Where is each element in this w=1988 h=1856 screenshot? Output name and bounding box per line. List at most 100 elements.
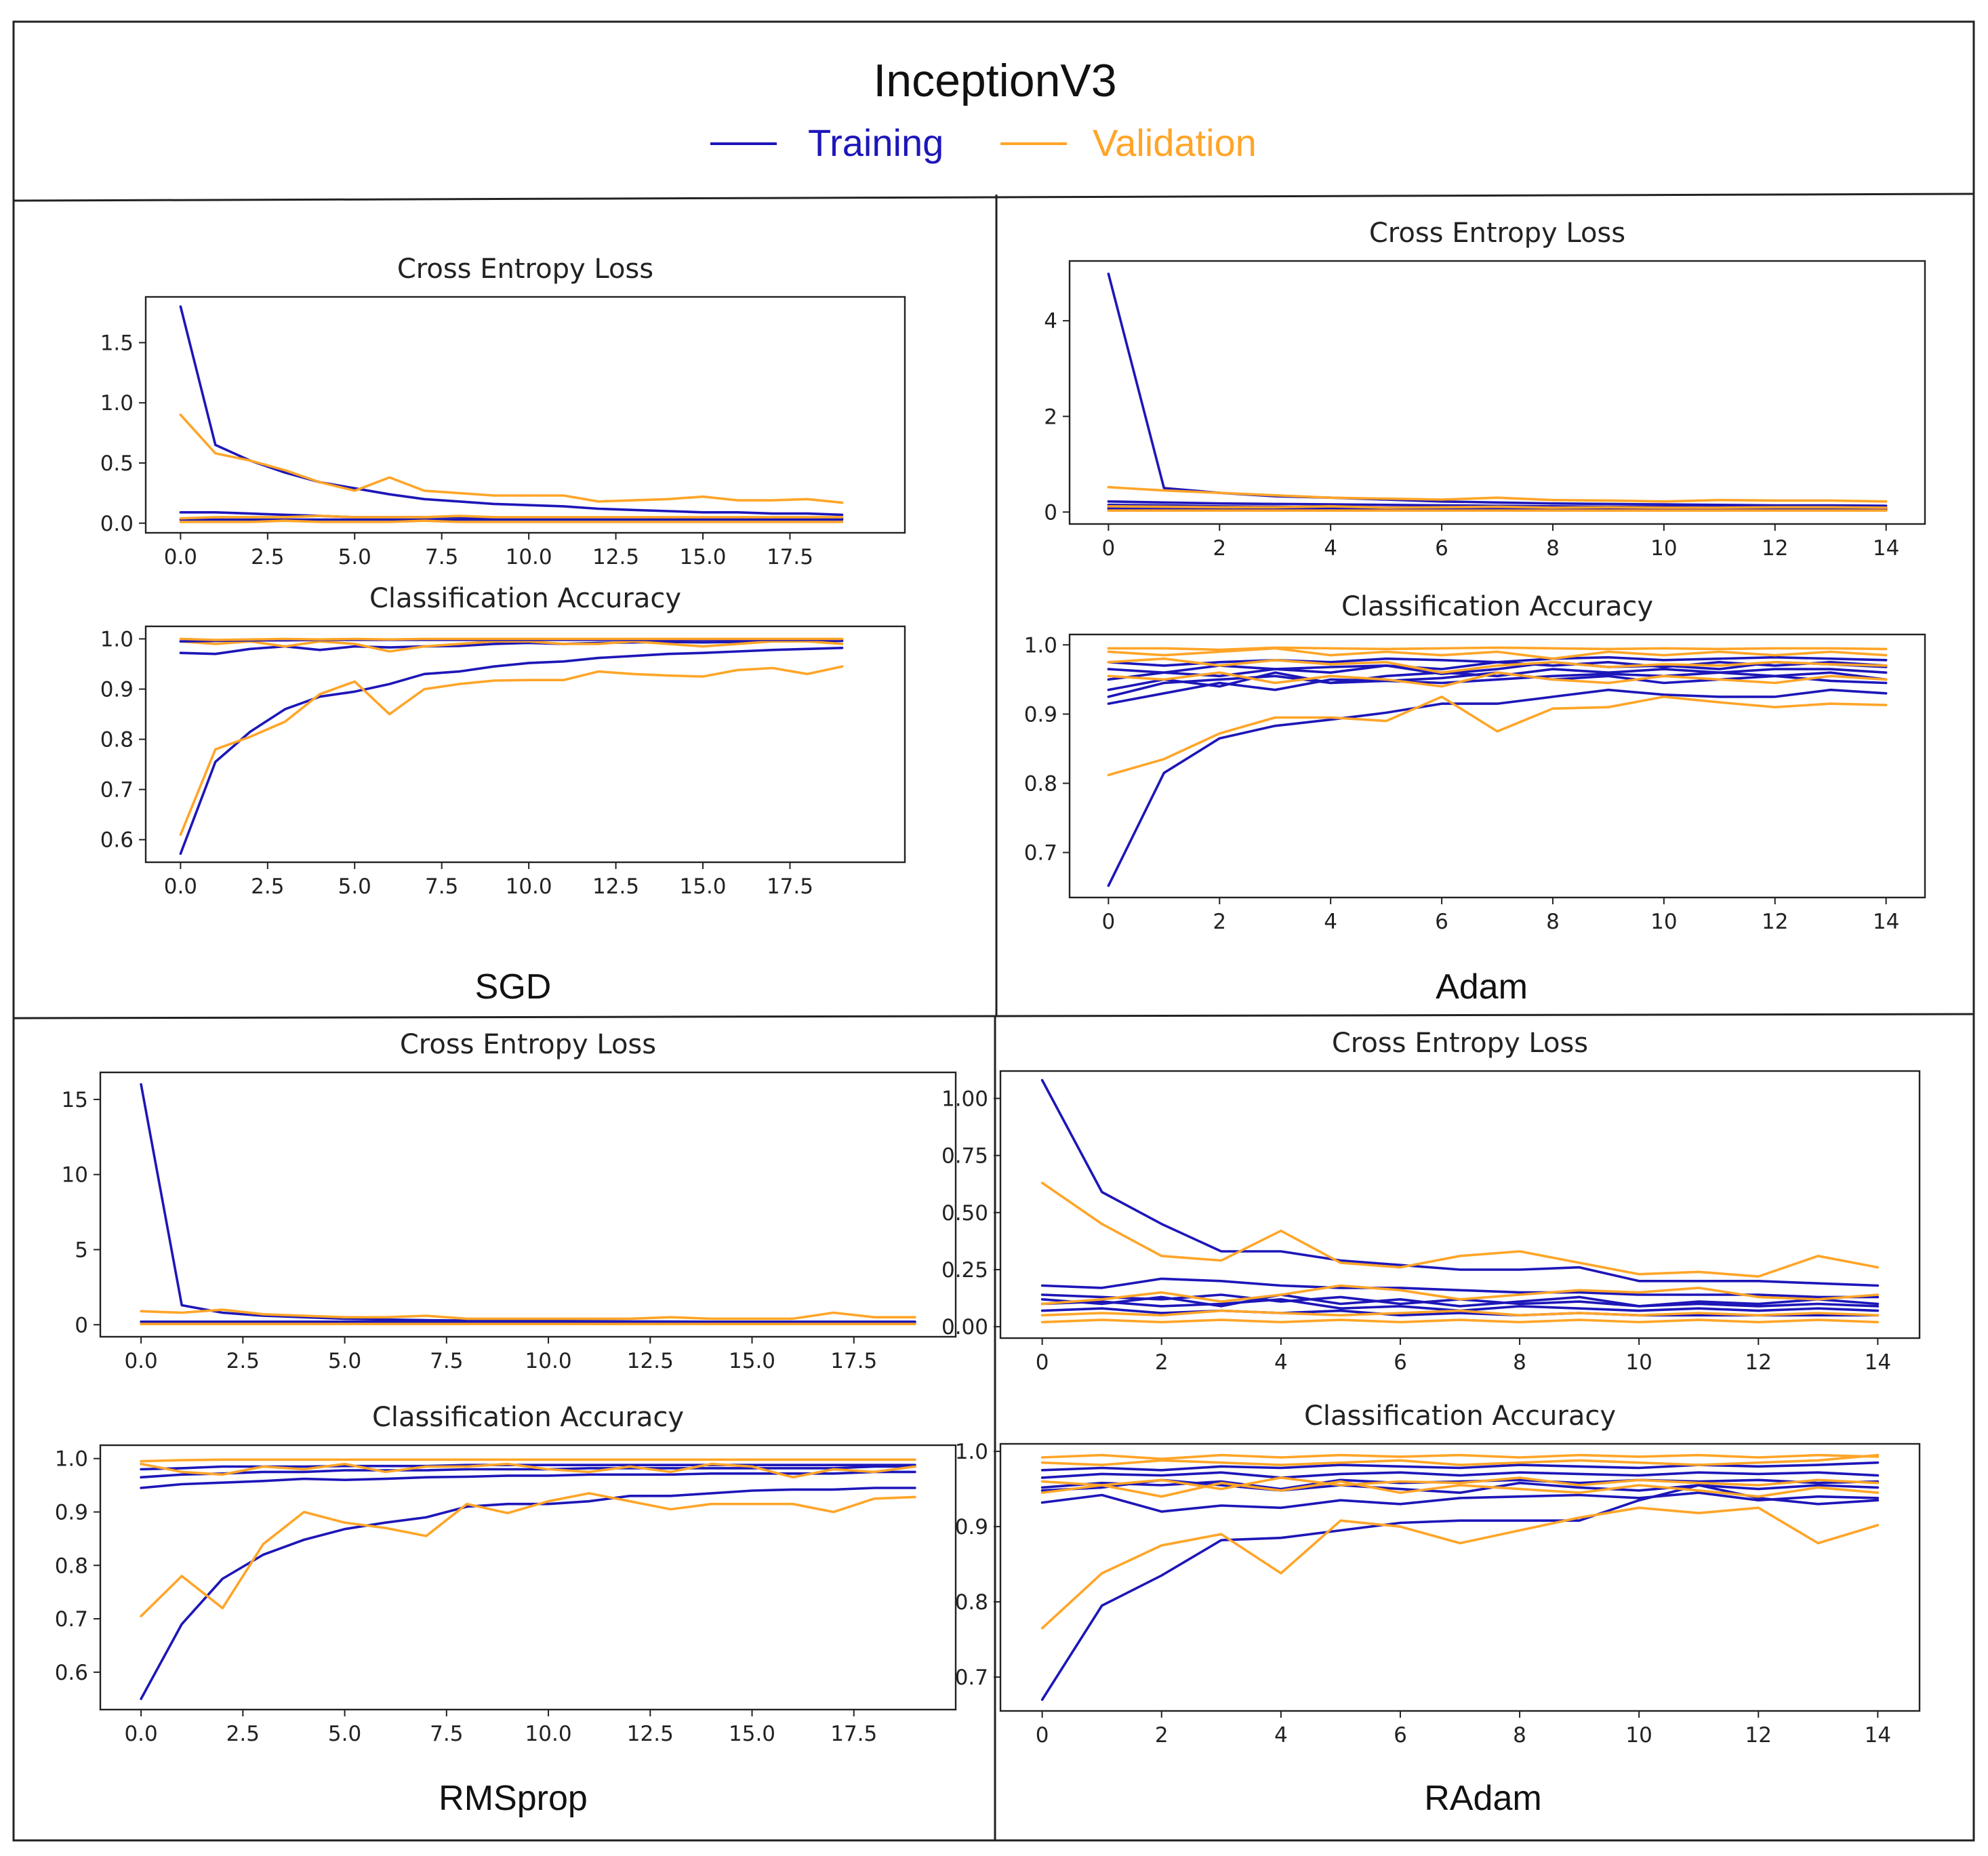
radam-accuracy-plot-frame	[999, 1443, 1921, 1712]
sgd-loss-xtick-label: 0.0	[164, 545, 197, 569]
radam-loss-series-group	[1040, 1078, 1880, 1324]
sgd-loss-xtick-label: 10.0	[506, 545, 552, 569]
sgd-loss-xtick-label: 5.0	[338, 545, 371, 569]
adam-loss-training-series-0	[1107, 273, 1888, 508]
radam-loss-xtick-label: 12	[1745, 1350, 1772, 1375]
sgd-accuracy-ytick-label: 0.6	[100, 828, 134, 853]
adam-accuracy-series-group	[1107, 646, 1888, 887]
adam-loss-plot-frame	[1068, 260, 1926, 525]
adam-accuracy-training-series-3	[1107, 668, 1888, 691]
radam-accuracy-training-series-5	[1040, 1461, 1880, 1472]
legend-training-label: Training	[808, 121, 944, 164]
frame	[12, 20, 1975, 1842]
rmsprop-accuracy-training-series-3	[140, 1465, 916, 1479]
rmsprop-loss-title: Cross Entropy Loss	[400, 1029, 656, 1060]
rmsprop-accuracy-plot-frame	[99, 1444, 957, 1711]
rmsprop-accuracy-ytick-label: 0.6	[55, 1661, 88, 1685]
outer-border	[12, 20, 1975, 1842]
radam-accuracy-xtick-label: 2	[1155, 1723, 1169, 1748]
radam-accuracy-ytick-label: 0.7	[955, 1666, 988, 1690]
sgd-accuracy-xtick-label: 0.0	[164, 874, 197, 899]
radam-loss-xtick-label: 8	[1513, 1350, 1526, 1375]
sgd-loss-xtick-label: 15.0	[680, 545, 727, 569]
rmsprop-loss-xtick-label: 5.0	[328, 1349, 361, 1373]
radam-accuracy-series-group	[1040, 1453, 1880, 1701]
adam-loss-xtick-label: 8	[1546, 536, 1560, 561]
radam-loss-xtick-label: 6	[1394, 1350, 1407, 1375]
sgd-accuracy-training-series-0	[179, 646, 844, 855]
sgd-accuracy-panel: Classification Accuracy 0.0 2.5 5.0 7.5 10.0 1…	[100, 583, 906, 899]
sgd-accuracy-xtick-label: 12.5	[592, 874, 639, 899]
adam-loss-series-group	[1107, 273, 1888, 512]
adam-loss-ytick-label: 0	[1044, 500, 1057, 525]
adam-loss-ytick-label: 4	[1044, 309, 1057, 334]
figure-title: InceptionV3	[873, 55, 1116, 106]
adam-accuracy-xtick-label: 14	[1873, 910, 1899, 934]
adam-accuracy-xtick-label: 6	[1435, 910, 1448, 934]
sgd-loss-xtick-label: 17.5	[767, 545, 813, 569]
adam-loss-xtick-label: 12	[1762, 536, 1788, 561]
rmsprop-loss-ytick-label: 0	[75, 1313, 88, 1337]
sgd-loss-ytick-label: 0.0	[100, 512, 134, 536]
radam-loss-xtick-label: 4	[1274, 1350, 1288, 1375]
rmsprop-loss-xtick-label: 12.5	[627, 1349, 674, 1373]
rmsprop-accuracy-validation-series-1	[140, 1492, 916, 1617]
sgd-accuracy-validation-series-1	[179, 665, 844, 836]
radam-accuracy-training-series-4	[1040, 1471, 1880, 1479]
radam-loss-validation-series-7	[1040, 1309, 1880, 1317]
radam-loss-validation-series-9	[1040, 1284, 1880, 1306]
rmsprop-accuracy-xtick-label: 0.0	[124, 1722, 157, 1746]
rmsprop-accuracy-panel: Classification Accuracy 0.0 2.5 5.0 7.5 10.0 1…	[55, 1402, 957, 1746]
rmsprop-loss-ytick-label: 10	[62, 1163, 88, 1188]
quadrant-sgd: Cross Entropy Loss 0.0 2.5 5.0 7.5 10.0 12.5 15…	[100, 254, 906, 899]
radam-loss-title: Cross Entropy Loss	[1332, 1028, 1588, 1059]
rmsprop-loss-xtick-label: 10.0	[525, 1349, 572, 1373]
radam-accuracy-validation-series-9	[1040, 1453, 1880, 1460]
figure-header: InceptionV3 Training Validation	[710, 55, 1257, 164]
sgd-loss-title: Cross Entropy Loss	[397, 254, 653, 285]
quadrant-rmsprop: Cross Entropy Loss 0.0 2.5 5.0 7.5 10.0 12.5 15…	[55, 1029, 957, 1746]
radam-loss-xtick-label: 14	[1865, 1350, 1891, 1375]
sgd-loss-validation-series-4	[179, 515, 844, 520]
rmsprop-loss-xtick-label: 17.5	[830, 1349, 877, 1373]
rmsprop-loss-training-series-0	[140, 1083, 916, 1324]
radam-loss-ytick-label: 1.00	[941, 1087, 988, 1111]
adam-accuracy-plot-frame	[1068, 633, 1926, 899]
radam-accuracy-panel: Classification Accuracy 0 2 4 6 8 10 12 14 0.7 0.8…	[955, 1400, 1921, 1748]
rmsprop-accuracy-ytick-label: 1.0	[55, 1447, 88, 1472]
radam-loss-training-series-0	[1040, 1078, 1880, 1287]
adam-accuracy-xtick-label: 10	[1650, 910, 1677, 934]
rmsprop-loss-ytick-label: 15	[62, 1088, 88, 1112]
rmsprop-loss-xtick-label: 0.0	[124, 1349, 157, 1373]
radam-accuracy-validation-series-10	[1040, 1453, 1880, 1466]
rmsprop-accuracy-training-series-0	[140, 1487, 916, 1700]
radam-accuracy-validation-series-8	[1040, 1480, 1880, 1498]
adam-accuracy-ytick-label: 0.8	[1024, 772, 1057, 796]
rmsprop-loss-xtick-label: 2.5	[226, 1349, 260, 1373]
sgd-accuracy-ytick-label: 0.9	[100, 678, 134, 702]
adam-loss-title: Cross Entropy Loss	[1369, 218, 1625, 249]
rmsprop-loss-validation-series-1	[140, 1308, 916, 1320]
adam-accuracy-validation-series-10	[1107, 646, 1888, 651]
rmsprop-accuracy-xtick-label: 2.5	[226, 1722, 260, 1746]
radam-loss-xtick-label: 2	[1155, 1350, 1169, 1375]
rmsprop-accuracy-xtick-label: 5.0	[328, 1722, 361, 1746]
adam-accuracy-xtick-label: 2	[1213, 910, 1226, 934]
radam-accuracy-ytick-label: 0.9	[955, 1515, 988, 1539]
radam-loss-ytick-label: 0.25	[941, 1258, 988, 1283]
sgd-accuracy-xtick-label: 5.0	[338, 874, 371, 899]
adam-accuracy-training-series-5	[1107, 655, 1888, 667]
rmsprop-accuracy-validation-series-5	[140, 1462, 916, 1479]
adam-loss-xtick-label: 0	[1101, 536, 1115, 561]
rmsprop-accuracy-training-series-2	[140, 1470, 916, 1489]
radam-accuracy-xtick-label: 14	[1865, 1723, 1891, 1748]
adam-accuracy-xtick-label: 0	[1101, 910, 1115, 934]
optimizer-label-radam: RAdam	[1424, 1779, 1541, 1818]
radam-loss-plot-frame	[999, 1070, 1921, 1339]
optimizer-label-adam: Adam	[1436, 967, 1528, 1007]
sgd-loss-training-series-0	[179, 305, 844, 517]
sgd-loss-validation-series-1	[179, 413, 844, 504]
sgd-loss-plot-frame	[144, 296, 906, 534]
rmsprop-loss-plot-frame	[99, 1071, 957, 1338]
